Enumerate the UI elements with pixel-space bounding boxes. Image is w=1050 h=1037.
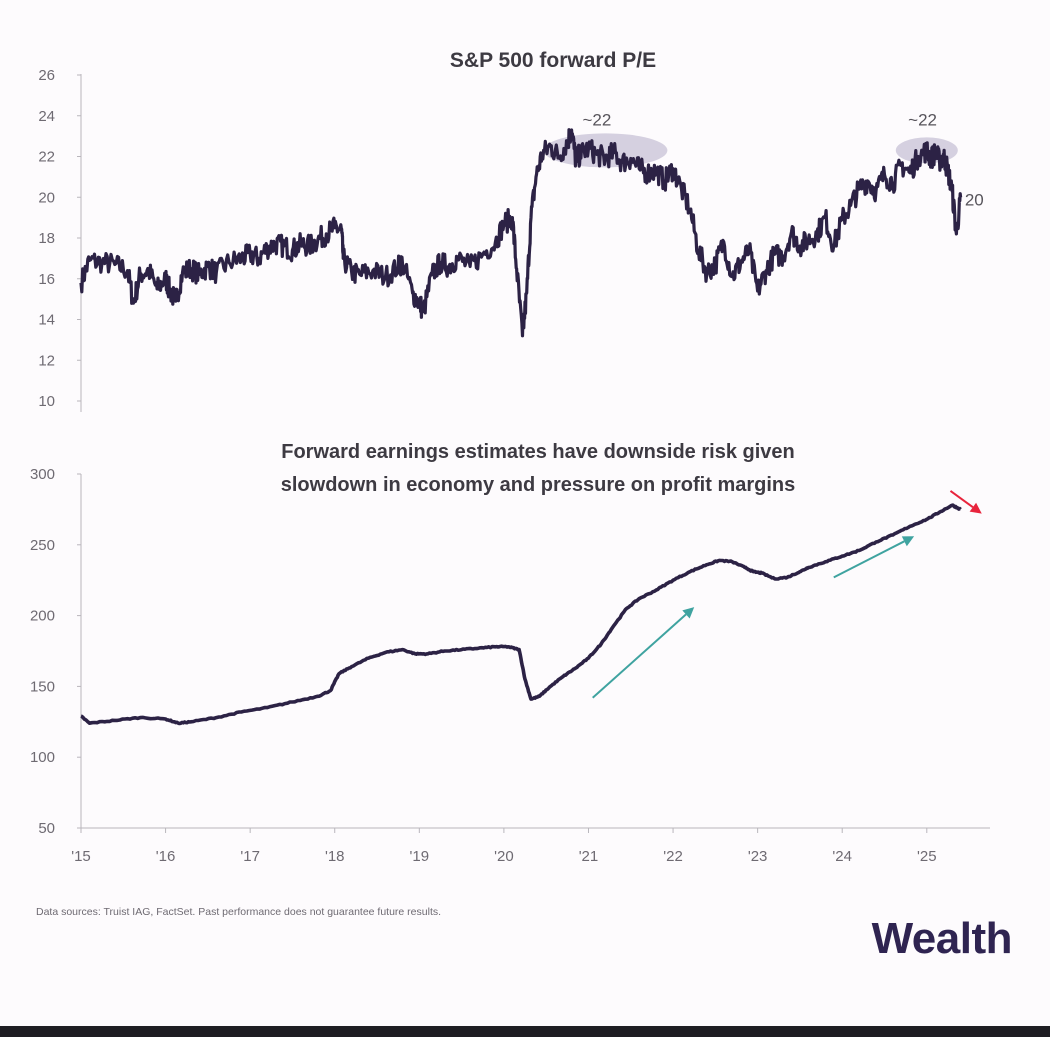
pe-y-tick-label: 16 (38, 271, 55, 288)
pe-y-tick-label: 14 (38, 312, 55, 329)
arrow-head (682, 607, 695, 619)
red-down-arrow (949, 490, 982, 514)
eps-x-tick-label: '19 (410, 848, 430, 865)
pe-annotation: ~22 (583, 111, 612, 130)
eps-x-tick-label: '22 (663, 848, 683, 865)
pe-annotations: ~22 ~22 20 (583, 111, 984, 210)
eps-x-tick-label: '21 (579, 848, 599, 865)
eps-y-tick-label: 50 (38, 820, 55, 837)
pe-y-tick-label: 24 (38, 108, 55, 125)
pe-y-ticks: 26 24 22 20 18 16 14 12 10 (38, 67, 81, 410)
eps-y-tick-label: 250 (30, 537, 55, 554)
teal-up-arrow (592, 607, 695, 699)
eps-x-tick-label: '18 (325, 848, 345, 865)
eps-chart-title-line-1: Forward earnings estimates have downside… (281, 441, 795, 463)
eps-y-tick-label: 150 (30, 678, 55, 695)
arrow-shaft (592, 613, 687, 699)
eps-y-tick-label: 200 (30, 608, 55, 625)
pe-y-tick-label: 10 (38, 393, 55, 410)
eps-y-ticks: 300 250 200 150 100 50 (30, 466, 81, 837)
data-source-note: Data sources: Truist IAG, FactSet. Past … (36, 906, 442, 918)
bottom-bar (0, 1026, 1050, 1037)
eps-x-tick-label: '16 (156, 848, 176, 865)
pe-series-line (79, 128, 963, 338)
eps-x-tick-label: '15 (71, 848, 91, 865)
eps-x-tick-label: '20 (494, 848, 514, 865)
arrow-head (969, 502, 982, 514)
arrow-head (901, 536, 915, 547)
eps-x-tick-label: '17 (240, 848, 260, 865)
pe-annotation: 20 (965, 190, 984, 209)
pe-y-tick-label: 18 (38, 230, 55, 247)
arrow-shaft (833, 540, 905, 579)
pe-chart-title: S&P 500 forward P/E (450, 49, 656, 72)
eps-x-tick-label: '25 (917, 848, 937, 865)
pe-y-tick-label: 12 (38, 352, 55, 369)
eps-x-ticks: '15 '16 '17 '18 '19 '20 '21 '22 '23 '24 '25 (71, 828, 937, 865)
arrow-shaft (949, 490, 974, 509)
eps-y-tick-label: 300 (30, 466, 55, 483)
eps-series-line (80, 503, 962, 726)
eps-chart-title-line-2: slowdown in economy and pressure on prof… (281, 474, 796, 496)
pe-annotation: ~22 (908, 111, 937, 130)
eps-arrows (592, 490, 982, 699)
pe-y-tick-label: 26 (38, 67, 55, 84)
pe-chart: S&P 500 forward P/E 26 24 22 20 18 16 14 12 10 ~… (38, 49, 984, 412)
teal-up-arrow (833, 536, 915, 579)
pe-y-tick-label: 20 (38, 189, 55, 206)
eps-chart: Forward earnings estimates have downside… (30, 441, 990, 865)
eps-y-tick-label: 100 (30, 749, 55, 766)
eps-x-tick-label: '23 (748, 848, 768, 865)
pe-y-tick-label: 22 (38, 149, 55, 166)
wealth-logo: Wealth (871, 914, 1013, 963)
eps-x-tick-label: '24 (832, 848, 852, 865)
